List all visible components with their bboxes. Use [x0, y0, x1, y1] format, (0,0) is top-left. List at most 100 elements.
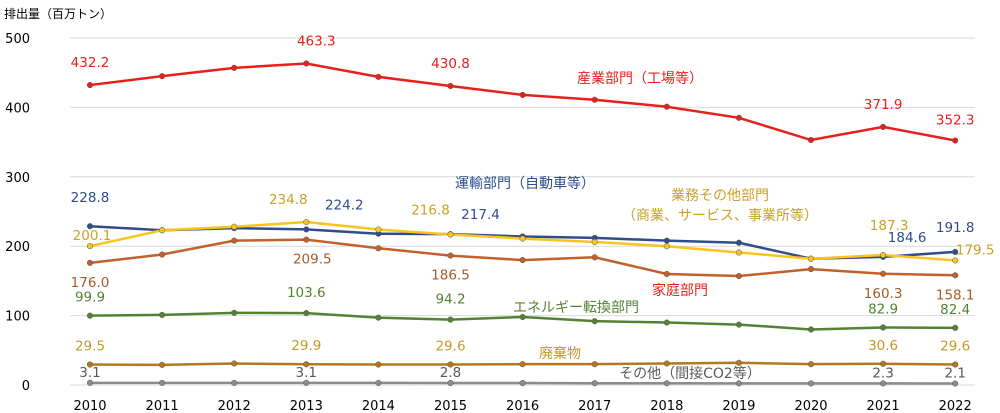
data-point: [447, 82, 454, 90]
data-point: [519, 361, 526, 368]
data-label: 99.9: [75, 290, 105, 306]
data-point: [663, 319, 670, 326]
data-point: [735, 272, 742, 280]
x-tick-label: 2017: [578, 399, 611, 413]
data-point: [807, 136, 815, 144]
x-tick-label: 2018: [650, 399, 683, 413]
data-point: [952, 361, 959, 368]
data-point: [735, 359, 742, 366]
data-point: [952, 380, 959, 387]
data-point: [159, 251, 166, 258]
data-label: 29.6: [435, 338, 465, 354]
data-point: [375, 379, 382, 386]
data-point: [663, 237, 670, 244]
data-point: [880, 123, 887, 130]
data-point: [86, 312, 94, 319]
data-point: [159, 73, 166, 80]
data-point: [375, 314, 382, 321]
y-axis-label: 排出量（百万トン）: [4, 7, 112, 21]
data-label: 184.6: [888, 230, 927, 246]
data-label: 224.2: [325, 197, 364, 213]
series-name-label: エネルギー転換部門: [513, 300, 639, 316]
data-point: [303, 226, 310, 233]
data-point: [663, 103, 670, 110]
data-point: [952, 272, 959, 279]
x-tick-label: 2019: [722, 399, 755, 413]
data-label: 432.2: [71, 55, 110, 71]
y-tick-label: 300: [5, 171, 30, 186]
data-point: [231, 309, 238, 316]
data-point: [303, 236, 310, 243]
series-name-label: 運輸部門（自動車等）: [455, 175, 595, 192]
data-point: [591, 361, 598, 368]
x-tick-label: 2016: [506, 399, 539, 413]
data-point: [952, 324, 959, 331]
data-point: [447, 380, 454, 387]
data-point: [231, 237, 238, 244]
data-label: 179.5: [956, 242, 995, 258]
data-label: 191.8: [936, 220, 975, 236]
data-point: [807, 255, 815, 262]
data-point: [519, 235, 526, 242]
data-point: [591, 238, 598, 246]
y-tick-label: 200: [5, 240, 30, 255]
data-label: 160.3: [864, 286, 903, 302]
data-point: [663, 243, 670, 250]
y-tick-label: 500: [5, 32, 30, 47]
data-point: [231, 360, 238, 367]
data-point: [880, 251, 887, 259]
data-label: 82.9: [868, 301, 898, 317]
data-point: [231, 223, 238, 230]
data-label: 30.6: [868, 338, 898, 354]
data-point: [375, 226, 382, 233]
data-point: [86, 259, 94, 266]
data-point: [159, 361, 166, 368]
y-tick-label: 400: [5, 101, 30, 116]
data-point: [735, 114, 742, 121]
data-point: [735, 239, 742, 246]
data-point: [86, 223, 94, 230]
data-label: 94.2: [435, 292, 465, 308]
x-tick-label: 2013: [290, 399, 323, 413]
series-name-label: その他（間接CO2等）: [619, 365, 761, 382]
data-point: [807, 361, 815, 368]
data-point: [663, 380, 670, 387]
data-label: 3.1: [79, 365, 100, 381]
data-label: 2.3: [872, 365, 893, 381]
data-point: [880, 360, 887, 367]
data-point: [880, 270, 887, 277]
data-point: [447, 316, 454, 323]
data-label: 209.5: [293, 252, 332, 268]
x-tick-label: 2015: [434, 399, 467, 413]
data-point: [86, 82, 94, 89]
data-label: 103.6: [287, 285, 326, 301]
data-point: [663, 360, 670, 367]
series-name-label: 廃棄物: [539, 345, 581, 362]
y-tick-label: 100: [5, 310, 30, 325]
data-label: 430.8: [431, 56, 470, 72]
data-point: [519, 380, 526, 387]
data-point: [375, 245, 382, 252]
data-point: [519, 257, 526, 264]
series-line-0: [89, 62, 956, 142]
data-label: 187.3: [870, 218, 909, 234]
data-point: [952, 248, 959, 255]
series-name-label: 産業部門（工場等）: [577, 70, 703, 87]
data-point: [591, 254, 598, 261]
data-point: [807, 266, 815, 273]
data-point: [86, 361, 94, 368]
data-point: [303, 218, 310, 226]
x-tick-label: 2014: [362, 399, 395, 413]
data-label: 352.3: [936, 113, 975, 129]
data-point: [159, 379, 166, 386]
data-label: 2.8: [440, 365, 461, 381]
x-tick-label: 2010: [73, 399, 106, 413]
data-label: 158.1: [936, 287, 975, 303]
data-point: [159, 227, 166, 234]
data-label: 463.3: [297, 33, 336, 49]
data-label: 216.8: [411, 203, 450, 219]
data-label: 2.1: [944, 366, 965, 382]
data-label: 176.0: [71, 275, 110, 291]
data-point: [952, 257, 959, 264]
data-point: [807, 326, 815, 333]
